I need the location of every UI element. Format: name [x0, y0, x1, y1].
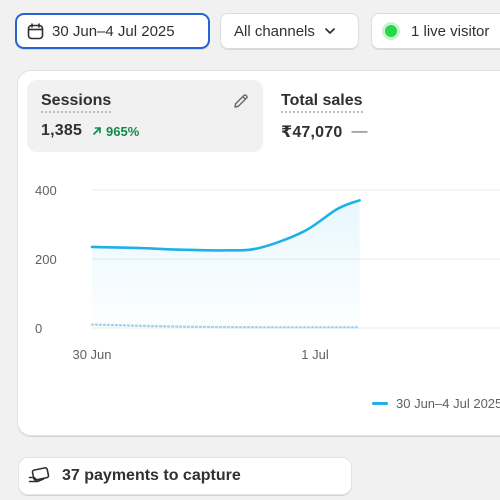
metric-change: 965%: [92, 124, 139, 139]
metric-value: 1,385: [41, 122, 83, 139]
metric-tab-total-sales[interactable]: Total sales ₹47,070 —: [267, 80, 500, 152]
metric-tab-sessions[interactable]: Sessions 1,385 965%: [27, 80, 263, 152]
metric-label: Total sales: [281, 92, 363, 113]
metric-change-value: —: [351, 123, 368, 140]
pencil-icon[interactable]: [231, 91, 251, 111]
y-tick-label: 0: [35, 321, 42, 336]
x-tick-label: 30 Jun: [72, 347, 111, 362]
series-area: [92, 200, 360, 328]
live-visitors-button[interactable]: 1 live visitor: [371, 13, 500, 49]
payments-label: 37 payments to capture: [62, 467, 241, 484]
live-status-dot: [385, 25, 397, 37]
legend-label: 30 Jun–4 Jul 2025: [396, 396, 500, 411]
metric-row: 1,385 965%: [41, 122, 249, 140]
live-visitors-label: 1 live visitor: [411, 22, 490, 40]
date-range-button[interactable]: 30 Jun–4 Jul 2025: [15, 13, 210, 49]
channel-select-label: All channels: [234, 22, 315, 40]
legend-swatch: [372, 402, 388, 405]
metric-row: ₹47,070 —: [281, 122, 489, 142]
payment-icon: [28, 467, 50, 485]
channel-select[interactable]: All channels: [220, 13, 359, 49]
x-tick-label: 1 Jul: [301, 347, 329, 362]
calendar-icon: [27, 22, 44, 40]
date-range-label: 30 Jun–4 Jul 2025: [52, 22, 175, 40]
chevron-down-icon: [323, 24, 337, 38]
y-tick-label: 400: [35, 183, 57, 198]
payments-to-capture-button[interactable]: 37 payments to capture: [18, 457, 352, 495]
chart-legend: 30 Jun–4 Jul 2025: [372, 396, 500, 411]
y-tick-label: 200: [35, 252, 57, 267]
analytics-card: Sessions 1,385 965% Total sales: [17, 70, 500, 436]
metric-value: ₹47,070: [281, 124, 343, 141]
filter-bar: 30 Jun–4 Jul 2025 All channels 1 live vi…: [0, 0, 500, 62]
sessions-chart: 400 200 0 30 Jun 1 Jul: [35, 183, 500, 362]
metric-label: Sessions: [41, 92, 112, 113]
metric-change-value: 965%: [106, 123, 140, 139]
series-line-current: [90, 199, 361, 252]
arrow-up-right-icon: [92, 126, 102, 136]
